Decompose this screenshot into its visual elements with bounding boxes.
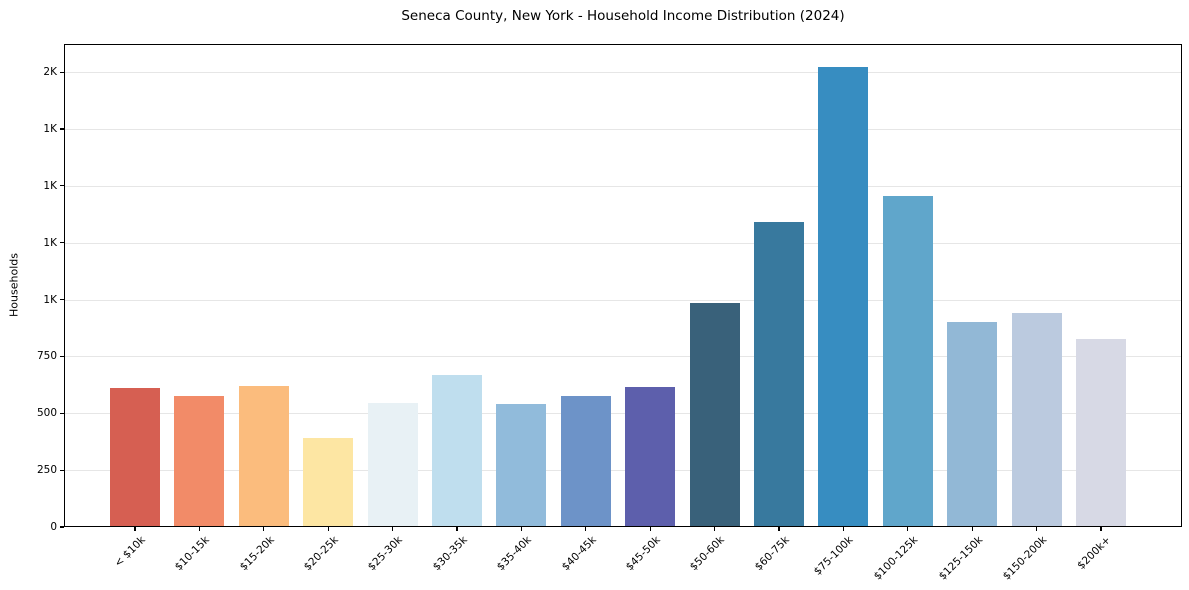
bar-$60-75k bbox=[754, 222, 804, 527]
y-tick-label: 500 bbox=[36, 407, 57, 420]
x-tick-mark bbox=[520, 527, 522, 531]
x-tick-mark bbox=[456, 527, 458, 531]
chart-title: Seneca County, New York - Household Inco… bbox=[401, 8, 845, 24]
y-tick-label: 1K bbox=[43, 293, 57, 306]
bar-$75-100k bbox=[818, 66, 869, 527]
bar-$10-15k bbox=[174, 396, 225, 527]
y-tick-mark bbox=[59, 469, 64, 471]
bar-$25-30k bbox=[367, 402, 418, 527]
x-tick-label: $30-35k bbox=[430, 534, 470, 574]
x-tick-mark bbox=[1036, 527, 1038, 531]
x-tick-mark bbox=[649, 527, 651, 531]
bar-$35-40k bbox=[496, 403, 547, 527]
x-tick-mark bbox=[134, 527, 136, 531]
bar-$200k+ bbox=[1076, 338, 1126, 527]
y-tick-label: 1K bbox=[43, 179, 57, 192]
plot-area bbox=[64, 44, 1182, 527]
y-tick-mark bbox=[59, 71, 64, 73]
y-tick-mark bbox=[59, 185, 64, 187]
gridline-250 bbox=[64, 470, 1182, 472]
x-tick-label: $45-50k bbox=[623, 534, 663, 574]
y-tick-label: 2K bbox=[43, 66, 57, 79]
y-tick-mark bbox=[59, 355, 64, 358]
y-tick-label: 0 bbox=[50, 521, 57, 533]
x-tick-label: $100-125k bbox=[871, 534, 921, 583]
x-tick-mark bbox=[263, 527, 265, 531]
gridline-500 bbox=[64, 413, 1182, 415]
x-tick-mark bbox=[327, 527, 329, 531]
gridline-1750 bbox=[64, 129, 1182, 131]
bar-$40-45k bbox=[560, 396, 611, 527]
x-tick-mark bbox=[971, 527, 973, 531]
y-tick-label: 1K bbox=[43, 123, 57, 136]
gridline-750 bbox=[64, 356, 1182, 358]
x-tick-label: $20-25k bbox=[301, 534, 341, 574]
x-tick-label: $200k+ bbox=[1075, 534, 1114, 572]
x-tick-label: $60-75k bbox=[752, 534, 792, 574]
bar-$15-20k bbox=[238, 385, 289, 527]
y-tick-label: 1K bbox=[43, 236, 57, 249]
bar-$50-60k bbox=[689, 303, 740, 527]
bar-$150-200k bbox=[1011, 313, 1062, 527]
x-tick-label: $125-150k bbox=[936, 534, 985, 583]
x-tick-label: $35-40k bbox=[494, 534, 534, 574]
x-tick-mark bbox=[198, 527, 200, 531]
y-tick-mark bbox=[59, 412, 64, 414]
bar-< $10k bbox=[110, 387, 160, 527]
x-tick-label: $50-60k bbox=[688, 534, 728, 574]
gridline-2000 bbox=[64, 72, 1182, 74]
bar-$30-35k bbox=[432, 374, 482, 527]
gridline-1250 bbox=[64, 242, 1182, 244]
y-tick-mark bbox=[59, 128, 64, 130]
y-tick-label: 750 bbox=[36, 350, 57, 363]
x-tick-mark bbox=[585, 527, 587, 531]
x-tick-mark bbox=[907, 527, 909, 531]
x-tick-mark bbox=[392, 527, 394, 531]
y-tick-mark bbox=[59, 526, 64, 528]
x-tick-label: $150-200k bbox=[1000, 534, 1050, 583]
x-tick-mark bbox=[778, 527, 780, 531]
x-tick-label: $75-100k bbox=[812, 534, 856, 578]
x-tick-mark bbox=[842, 527, 844, 531]
x-tick-label: $25-30k bbox=[366, 534, 406, 574]
y-axis-label: Households bbox=[7, 253, 21, 317]
bar-$125-150k bbox=[947, 321, 998, 527]
bar-$100-125k bbox=[882, 196, 933, 527]
y-tick-label: 250 bbox=[36, 464, 57, 477]
y-tick-mark bbox=[59, 298, 64, 301]
bar-$20-25k bbox=[303, 438, 354, 527]
gridline-1000 bbox=[64, 299, 1182, 301]
x-tick-mark bbox=[1100, 527, 1102, 531]
x-tick-label: < $10k bbox=[111, 534, 148, 570]
bar-$45-50k bbox=[625, 387, 676, 527]
x-tick-label: $10-15k bbox=[172, 534, 212, 574]
x-tick-mark bbox=[714, 527, 716, 531]
x-tick-label: $40-45k bbox=[559, 534, 599, 574]
gridline-1500 bbox=[64, 185, 1182, 187]
x-tick-label: $15-20k bbox=[237, 534, 277, 574]
y-tick-mark bbox=[59, 242, 64, 244]
